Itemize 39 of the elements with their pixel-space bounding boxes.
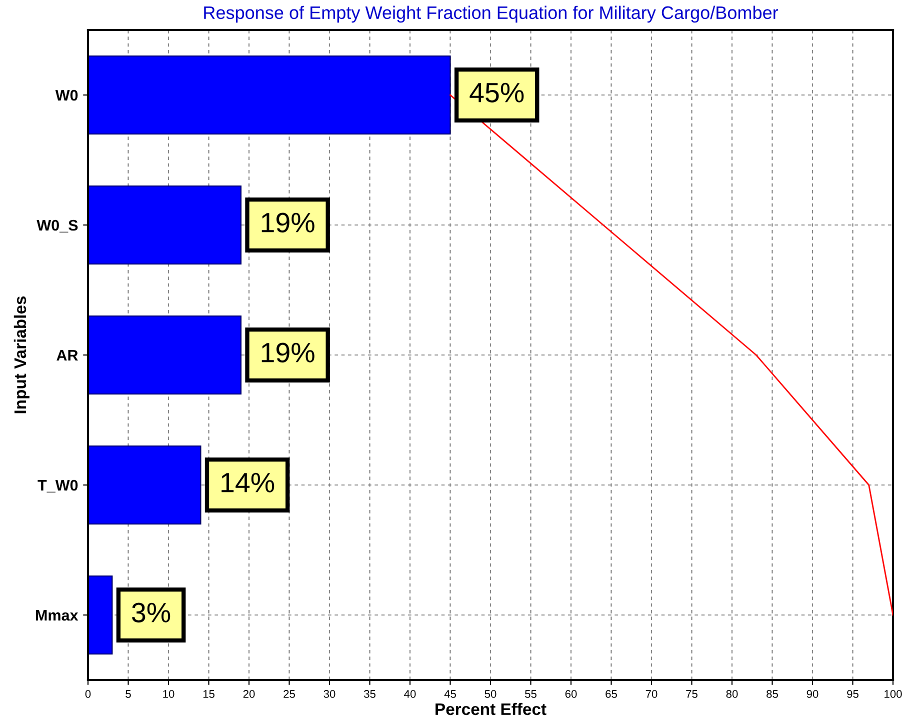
x-tick-label: 5 <box>126 690 131 698</box>
x-axis-title: Percent Effect <box>436 702 546 716</box>
x-tick-label: 50 <box>484 690 496 698</box>
x-tick-label: 70 <box>646 690 658 698</box>
bar <box>88 55 451 135</box>
x-tick-label: 95 <box>847 690 858 698</box>
y-axis-title: Input Variables <box>14 296 30 414</box>
x-tick-label: 90 <box>806 690 818 698</box>
x-tick-label: 20 <box>243 690 255 698</box>
y-tick-label: W0_S <box>36 220 78 232</box>
data-label: 3% <box>132 602 170 622</box>
chart-title: Response of Empty Weight Fraction Equation for Military Cargo/Bomber <box>204 6 778 23</box>
x-tick-label: 45 <box>444 690 456 698</box>
x-tick-label: 40 <box>404 690 416 698</box>
bar <box>88 185 242 265</box>
x-tick-label: 65 <box>606 690 617 698</box>
data-label: 14% <box>222 472 274 492</box>
x-tick-label: 75 <box>686 690 698 698</box>
data-label: 19% <box>262 342 314 362</box>
y-tick-label: T_W0 <box>38 480 78 492</box>
x-tick-label: 25 <box>284 690 295 698</box>
bar <box>88 315 242 395</box>
data-label: 45% <box>470 82 524 102</box>
x-tick-label: 100 <box>884 690 902 698</box>
y-tick-label: AR <box>56 350 78 361</box>
x-tick-label: 0 <box>85 690 91 698</box>
x-tick-label: 30 <box>324 690 336 698</box>
x-tick-label: 10 <box>163 690 174 698</box>
x-tick-label: 55 <box>525 690 536 698</box>
bar <box>88 575 113 655</box>
x-tick-label: 15 <box>203 690 214 698</box>
bar <box>88 445 202 525</box>
y-tick-label: Mmax <box>36 610 78 621</box>
y-tick-label: W0 <box>55 90 78 101</box>
x-tick-label: 35 <box>364 690 376 698</box>
x-tick-label: 85 <box>766 690 778 698</box>
data-label: 19% <box>262 212 314 232</box>
x-tick-label: 60 <box>565 690 577 698</box>
x-tick-label: 80 <box>726 690 738 698</box>
